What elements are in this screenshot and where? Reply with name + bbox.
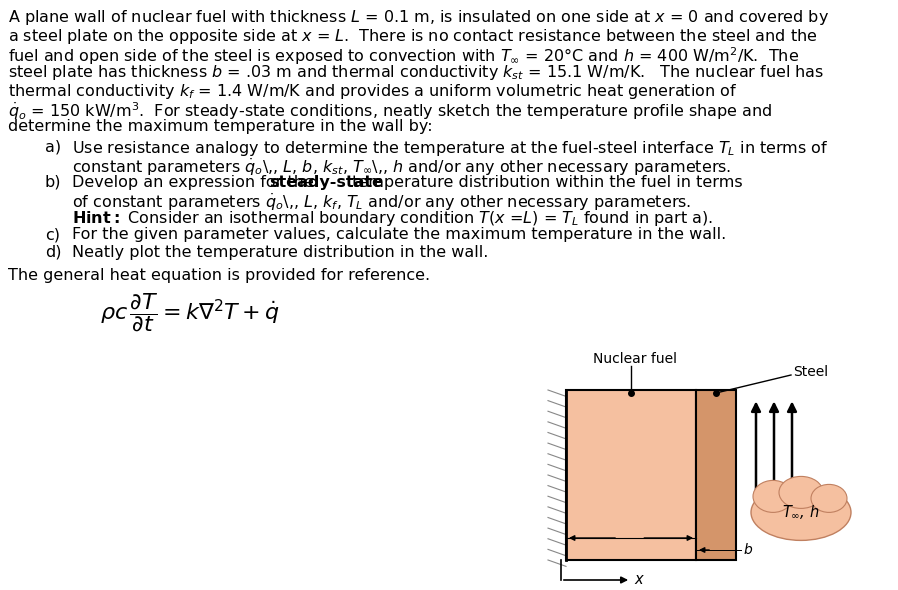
Text: temperature distribution within the fuel in terms: temperature distribution within the fuel…: [347, 175, 743, 189]
Text: a): a): [45, 139, 61, 155]
Text: b): b): [45, 175, 61, 189]
Text: Nuclear fuel: Nuclear fuel: [593, 352, 677, 366]
Bar: [696, 390, 736, 560]
Bar: [566, 390, 696, 560]
Ellipse shape: [779, 476, 823, 509]
Text: $-L-$: $-L-$: [614, 525, 648, 539]
Text: d): d): [45, 244, 61, 260]
Text: A plane wall of nuclear fuel with thickness $L$ = 0.1 m, is insulated on one sid: A plane wall of nuclear fuel with thickn…: [8, 8, 829, 27]
Text: $\dot{q}_o$ = 150 kW/m$^3$.  For steady-state conditions, neatly sketch the temp: $\dot{q}_o$ = 150 kW/m$^3$. For steady-s…: [8, 100, 772, 122]
Text: c): c): [45, 227, 60, 242]
Text: of constant parameters $\dot{q}_o$\,, $L$, $k_f$, $T_L$ and/or any other necessa: of constant parameters $\dot{q}_o$\,, $L…: [72, 192, 691, 213]
Text: For the given parameter values, calculate the maximum temperature in the wall.: For the given parameter values, calculat…: [72, 227, 726, 242]
Ellipse shape: [811, 484, 847, 512]
Text: determine the maximum temperature in the wall by:: determine the maximum temperature in the…: [8, 119, 433, 134]
Text: Develop an expression for the: Develop an expression for the: [72, 175, 319, 189]
Text: steel plate has thickness $b$ = .03 m and thermal conductivity $k_{st}$ = 15.1 W: steel plate has thickness $b$ = .03 m an…: [8, 64, 824, 83]
Text: The general heat equation is provided for reference.: The general heat equation is provided fo…: [8, 268, 430, 283]
Ellipse shape: [753, 480, 793, 512]
Text: $\dot{q}_o$: $\dot{q}_o$: [620, 442, 642, 467]
Text: $\mathbf{Hint:}$ Consider an isothermal boundary condition $T(x$ =$L$) = $T_L$ f: $\mathbf{Hint:}$ Consider an isothermal …: [72, 209, 713, 228]
Text: Neatly plot the temperature distribution in the wall.: Neatly plot the temperature distribution…: [72, 244, 489, 260]
Text: Use resistance analogy to determine the temperature at the fuel-steel interface : Use resistance analogy to determine the …: [72, 139, 829, 159]
Text: $x$: $x$: [634, 572, 645, 588]
Text: steady-state: steady-state: [269, 175, 383, 189]
Text: constant parameters $\dot{q}_o$\,, $L$, $b$, $k_{st}$, $T_{\infty}$\,, $h$ and/o: constant parameters $\dot{q}_o$\,, $L$, …: [72, 157, 731, 178]
Ellipse shape: [751, 484, 851, 540]
Text: Steel: Steel: [793, 365, 828, 379]
Text: a steel plate on the opposite side at $x$ = $L$.  There is no contact resistance: a steel plate on the opposite side at $x…: [8, 27, 817, 45]
Text: thermal conductivity $k_f$ = 1.4 W/m/K and provides a uniform volumetric heat ge: thermal conductivity $k_f$ = 1.4 W/m/K a…: [8, 82, 737, 101]
Text: $T_{\infty}$, $h$: $T_{\infty}$, $h$: [782, 504, 820, 521]
Text: fuel and open side of the steel is exposed to convection with $T_{\infty}$ = 20°: fuel and open side of the steel is expos…: [8, 45, 799, 67]
Text: $\rho c\,\dfrac{\partial T}{\partial t} = k\nabla^2 T + \dot{q}$: $\rho c\,\dfrac{\partial T}{\partial t} …: [100, 291, 280, 335]
Text: $b$: $b$: [743, 542, 753, 558]
